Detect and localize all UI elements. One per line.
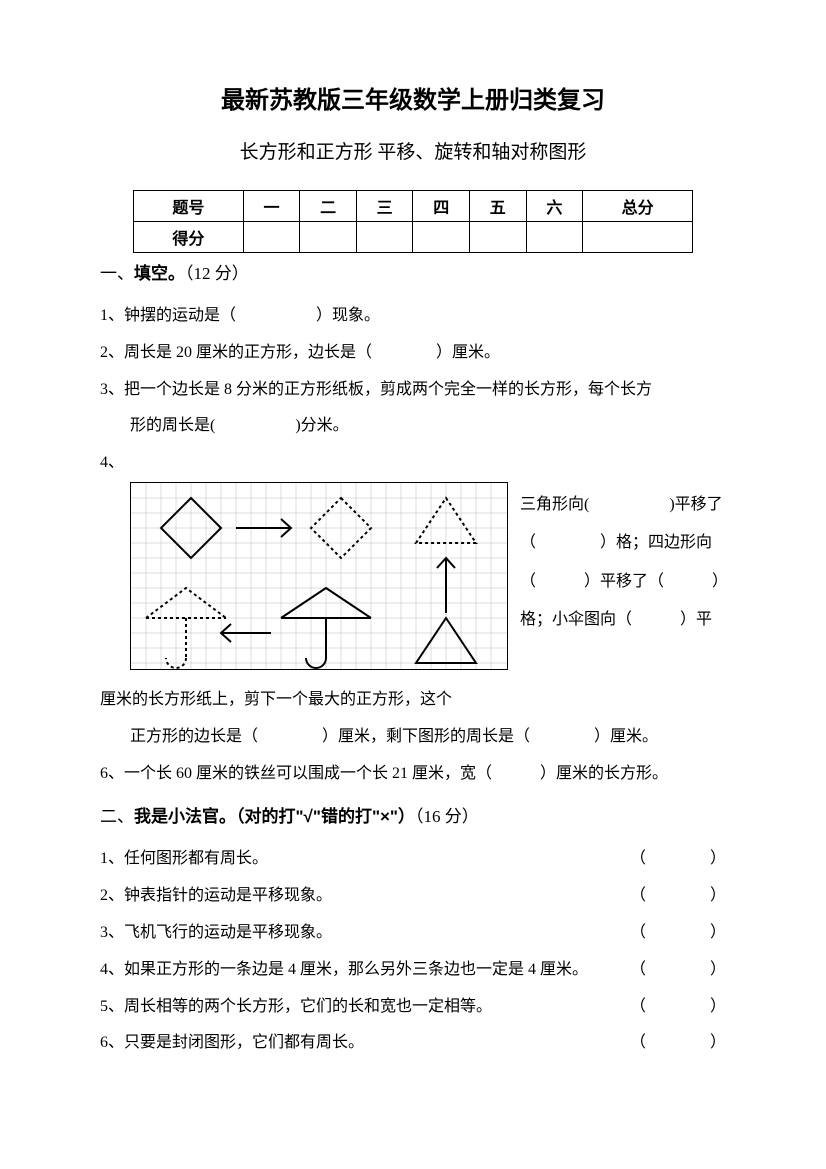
section-title: 填空。	[134, 264, 185, 283]
col-head: 一	[243, 191, 300, 222]
section-title: 我是小法官。（对的打"√"错的打"×"）	[134, 807, 415, 826]
tf-blank[interactable]: （ ）	[630, 989, 726, 1026]
q5-line2: 正方形的边长是（ ）厘米，剩下图形的周长是（ ）厘米。	[100, 719, 726, 756]
q4-text-line: 三角形向( )平移了	[520, 486, 726, 524]
row-label: 得分	[134, 222, 244, 253]
q3-line1: 3、把一个边长是 8 分米的正方形纸板，剪成两个完全一样的长方形，每个长方	[100, 381, 652, 398]
tf-text: 6、只要是封闭图形，它们都有周长。	[100, 1025, 364, 1062]
tf-text: 3、飞机飞行的运动是平移现象。	[100, 915, 332, 952]
tf-blank[interactable]: （ ）	[630, 1025, 726, 1062]
tf-text: 5、周长相等的两个长方形，它们的长和宽也一定相等。	[100, 989, 492, 1026]
tf-item-1: 1、任何图形都有周长。 （ ）	[100, 841, 726, 878]
tf-item-6: 6、只要是封闭图形，它们都有周长。 （ ）	[100, 1025, 726, 1062]
table-row: 题号 一 二 三 四 五 六 总分	[134, 191, 693, 222]
section-number: 二、	[100, 807, 134, 826]
q4-side-text: 三角形向( )平移了 （ ）格；四边形向 （ ）平移了（ ） 格；小伞图向（ ）…	[520, 482, 726, 640]
q5-line1: 厘米的长方形纸上，剪下一个最大的正方形，这个	[100, 691, 452, 708]
tf-blank[interactable]: （ ）	[630, 915, 726, 952]
col-head: 六	[526, 191, 583, 222]
score-cell[interactable]	[300, 222, 357, 253]
q4-number: 4、	[100, 454, 124, 471]
tf-item-4: 4、如果正方形的一条边是 4 厘米，那么另外三条边也一定是 4 厘米。 （ ）	[100, 952, 726, 989]
q3-line2: 形的周长是( )分米。	[100, 408, 726, 445]
col-head: 二	[300, 191, 357, 222]
tf-text: 1、任何图形都有周长。	[100, 841, 268, 878]
col-head: 三	[356, 191, 413, 222]
section-2-head: 二、我是小法官。（对的打"√"错的打"×"）（16 分）	[100, 802, 726, 827]
question-5: 厘米的长方形纸上，剪下一个最大的正方形，这个 正方形的边长是（ ）厘米，剩下图形…	[100, 682, 726, 756]
q4-text-line: （ ）格；四边形向	[520, 524, 726, 562]
q4-text-line: （ ）平移了（ ）	[520, 563, 726, 601]
tf-text: 2、钟表指针的运动是平移现象。	[100, 878, 332, 915]
section-points: （16 分）	[415, 807, 479, 826]
tf-text: 4、如果正方形的一条边是 4 厘米，那么另外三条边也一定是 4 厘米。	[100, 952, 588, 989]
question-4: 4、	[100, 445, 726, 682]
tf-blank[interactable]: （ ）	[630, 878, 726, 915]
tf-blank[interactable]: （ ）	[630, 952, 726, 989]
worksheet-page: 最新苏教版三年级数学上册归类复习 长方形和正方形 平移、旋转和轴对称图形 题号 …	[0, 0, 826, 1169]
page-subtitle: 长方形和正方形 平移、旋转和轴对称图形	[100, 137, 726, 164]
col-head: 总分	[583, 191, 693, 222]
score-cell[interactable]	[583, 222, 693, 253]
score-cell[interactable]	[413, 222, 470, 253]
tf-item-2: 2、钟表指针的运动是平移现象。 （ ）	[100, 878, 726, 915]
table-row: 得分	[134, 222, 693, 253]
q4-grid-figure	[130, 482, 508, 670]
col-head: 四	[413, 191, 470, 222]
score-cell[interactable]	[356, 222, 413, 253]
score-table: 题号 一 二 三 四 五 六 总分 得分	[133, 190, 693, 253]
row-label: 题号	[134, 191, 244, 222]
col-head: 五	[470, 191, 527, 222]
q4-figure-wrap: 三角形向( )平移了 （ ）格；四边形向 （ ）平移了（ ） 格；小伞图向（ ）…	[100, 482, 726, 682]
q4-text-line: 格；小伞图向（ ）平	[520, 601, 726, 639]
score-cell[interactable]	[526, 222, 583, 253]
question-2: 2、周长是 20 厘米的正方形，边长是（ ）厘米。	[100, 335, 726, 372]
tf-blank[interactable]: （ ）	[630, 841, 726, 878]
section-1-head: 一、填空。（12 分）	[100, 259, 726, 284]
page-title: 最新苏教版三年级数学上册归类复习	[100, 80, 726, 115]
question-1: 1、钟摆的运动是（ ）现象。	[100, 298, 726, 335]
question-3: 3、把一个边长是 8 分米的正方形纸板，剪成两个完全一样的长方形，每个长方 形的…	[100, 372, 726, 446]
section-points: （12 分）	[185, 264, 249, 283]
tf-item-5: 5、周长相等的两个长方形，它们的长和宽也一定相等。 （ ）	[100, 989, 726, 1026]
question-6: 6、一个长 60 厘米的铁丝可以围成一个长 21 厘米，宽（ ）厘米的长方形。	[100, 756, 726, 793]
score-cell[interactable]	[243, 222, 300, 253]
score-cell[interactable]	[470, 222, 527, 253]
section-number: 一、	[100, 264, 134, 283]
tf-item-3: 3、飞机飞行的运动是平移现象。 （ ）	[100, 915, 726, 952]
